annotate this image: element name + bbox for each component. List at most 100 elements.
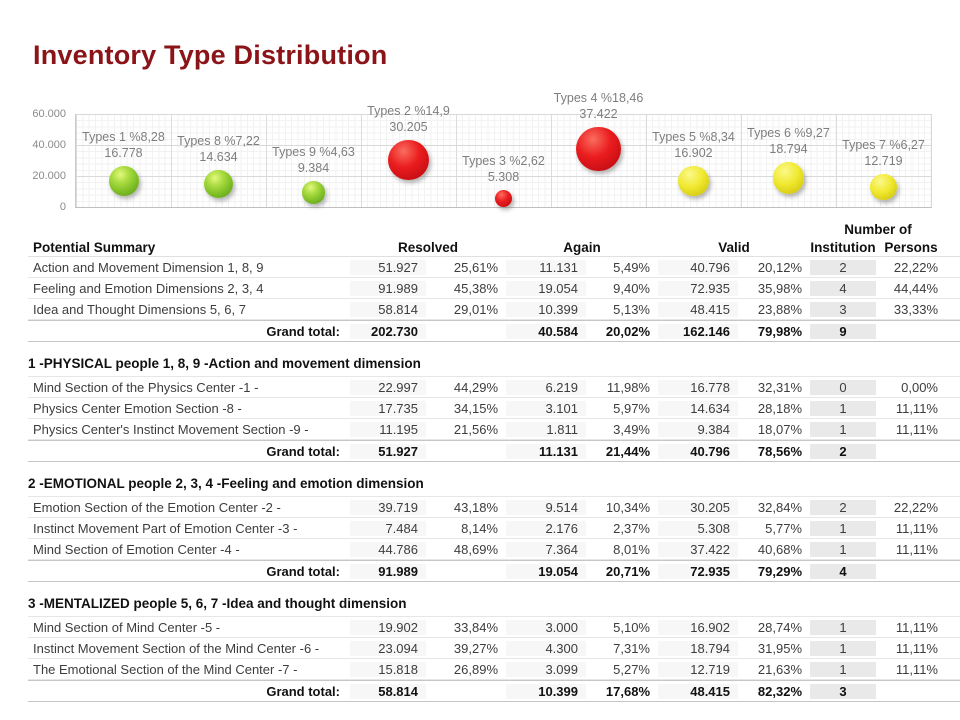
bubble-label: Types 6 %9,27 18.794 [714,125,864,157]
row-name: Action and Movement Dimension 1, 8, 9 [33,259,264,275]
cell-valid-pct: 79,29% [757,563,802,579]
table-row: Action and Movement Dimension 1, 8, 9 51.… [28,257,960,278]
table-row: Emotion Section of the Emotion Center -2… [28,497,960,518]
cell-again-value: 3.000 [506,619,586,635]
cell-again-value: 4.300 [506,640,586,656]
row-name: Instinct Movement Part of Emotion Center… [33,520,298,536]
bubble-label: Types 1 %8,28 16.778 [49,129,199,161]
table-row: Mind Section of the Physics Center -1 - 2… [28,377,960,398]
cell-resolved-value: 23.094 [350,640,426,656]
cell-resolved-value: 7.484 [350,520,426,536]
section-title: 1 -PHYSICAL people 1, 8, 9 -Action and m… [28,352,960,377]
col-header-persons: Persons [884,240,938,255]
cell-valid-value: 40.796 [658,443,738,459]
bubble-types-8[interactable] [204,170,233,199]
bubble-types-2[interactable] [388,140,429,181]
cell-again-pct: 5,97% [613,400,650,416]
cell-valid-value: 72.935 [658,280,738,296]
bubble-types-4[interactable] [576,126,621,172]
cell-resolved-value: 51.927 [350,259,426,275]
cell-valid-value: 48.415 [658,301,738,317]
cell-again-pct: 17,68% [605,683,650,699]
bubble-label-name: Types 9 %4,63 [272,145,355,160]
cell-institution-count: 2 [810,259,876,275]
bubble-label: Types 7 %6,27 12.719 [809,137,959,169]
cell-again-pct: 5,13% [613,301,650,317]
cell-valid-pct: 21,63% [757,661,802,677]
bubble-types-9[interactable] [302,181,325,204]
row-name: Mind Section of Mind Center -5 - [33,619,221,635]
cell-resolved-value: 58.814 [350,683,426,699]
row-name: The Emotional Section of the Mind Center… [33,661,298,677]
grand-total-label: Grand total: [266,683,340,699]
row-name: Mind Section of Emotion Center -4 - [33,541,240,557]
cell-resolved-value: 91.989 [350,280,426,296]
cell-institution-count: 1 [810,640,876,656]
cell-valid-pct: 20,12% [757,259,802,275]
bubble-label-value: 5.308 [487,170,520,185]
bubble-types-3[interactable] [495,190,512,208]
bubble-types-5[interactable] [678,165,709,196]
cell-persons-pct: 11,11% [895,520,938,536]
cell-again-pct: 21,44% [605,443,650,459]
bubble-label-name: Types 2 %14,9 [367,104,450,119]
cell-valid-value: 162.146 [658,323,738,339]
bubble-label-value: 30.205 [389,120,428,135]
cell-persons-pct: 11,11% [895,661,938,677]
cell-again-value: 1.811 [506,421,586,437]
y-axis-tick: 20.000 [32,170,66,182]
bubble-label: Types 8 %7,22 14.634 [144,133,294,165]
bubble-types-6[interactable] [772,161,805,194]
col-header-valid: Valid [718,240,750,255]
cell-persons-pct: 11,11% [895,640,938,656]
cell-again-value: 9.514 [506,499,586,515]
cell-valid-pct: 79,98% [757,323,802,339]
cell-persons-pct: 11,11% [895,541,938,557]
bubble-label-name: Types 3 %2,62 [462,154,545,169]
cell-institution-count: 1 [810,421,876,437]
cell-valid-value: 37.422 [658,541,738,557]
grand-total-row: Grand total: 51.927 11.131 21,44% 40.796 78,5… [28,440,960,462]
cell-persons-pct: 22,22% [893,499,938,515]
cell-resolved-value: 11.195 [350,421,426,437]
bubble-label-name: Types 8 %7,22 [177,134,260,149]
section-title: 3 -MENTALIZED people 5, 6, 7 -Idea and t… [28,592,960,617]
bubble-label: Types 2 %14,9 30.205 [334,103,484,135]
cell-valid-pct: 78,56% [757,443,802,459]
cell-again-value: 40.584 [506,323,586,339]
cell-resolved-pct: 45,38% [453,280,498,296]
cell-valid-value: 5.308 [658,520,738,536]
cell-again-value: 6.219 [506,379,586,395]
cell-again-pct: 5,27% [613,661,650,677]
col-header-again: Again [563,240,601,255]
cell-again-value: 10.399 [506,301,586,317]
bubble-label-value: 18.794 [769,141,808,156]
bubble-label-value: 12.719 [864,154,903,169]
cell-persons-pct: 0,00% [901,379,938,395]
cell-valid-pct: 23,88% [757,301,802,317]
bubble-label-value: 9.384 [297,161,330,176]
cell-resolved-pct: 33,84% [453,619,498,635]
cell-institution-count: 2 [810,499,876,515]
cell-valid-value: 18.794 [658,640,738,656]
grand-total-row: Grand total: 58.814 10.399 17,68% 48.415 82,3… [28,680,960,702]
cell-again-pct: 7,31% [613,640,650,656]
cell-again-pct: 8,01% [613,541,650,557]
cell-valid-pct: 31,95% [757,640,802,656]
cell-again-pct: 5,10% [613,619,650,635]
cell-resolved-value: 202.730 [350,323,426,339]
bubble-types-7[interactable] [870,174,897,201]
cell-resolved-value: 39.719 [350,499,426,515]
bubble-label-name: Types 4 %18,46 [553,90,644,105]
summary-table: Number of Potential Summary Resolved Aga… [0,222,960,342]
cell-resolved-value: 15.818 [350,661,426,677]
cell-again-value: 11.131 [506,443,586,459]
cell-valid-value: 30.205 [658,499,738,515]
table-row: Physics Center's Instinct Movement Secti… [28,419,960,440]
bubble-label-name: Types 1 %8,28 [82,129,165,144]
cell-valid-pct: 18,07% [757,421,802,437]
cell-persons-pct: 11,11% [895,619,938,635]
bubble-types-1[interactable] [108,165,139,196]
cell-institution-count: 3 [810,301,876,317]
bubble-label-value: 16.902 [674,145,713,160]
